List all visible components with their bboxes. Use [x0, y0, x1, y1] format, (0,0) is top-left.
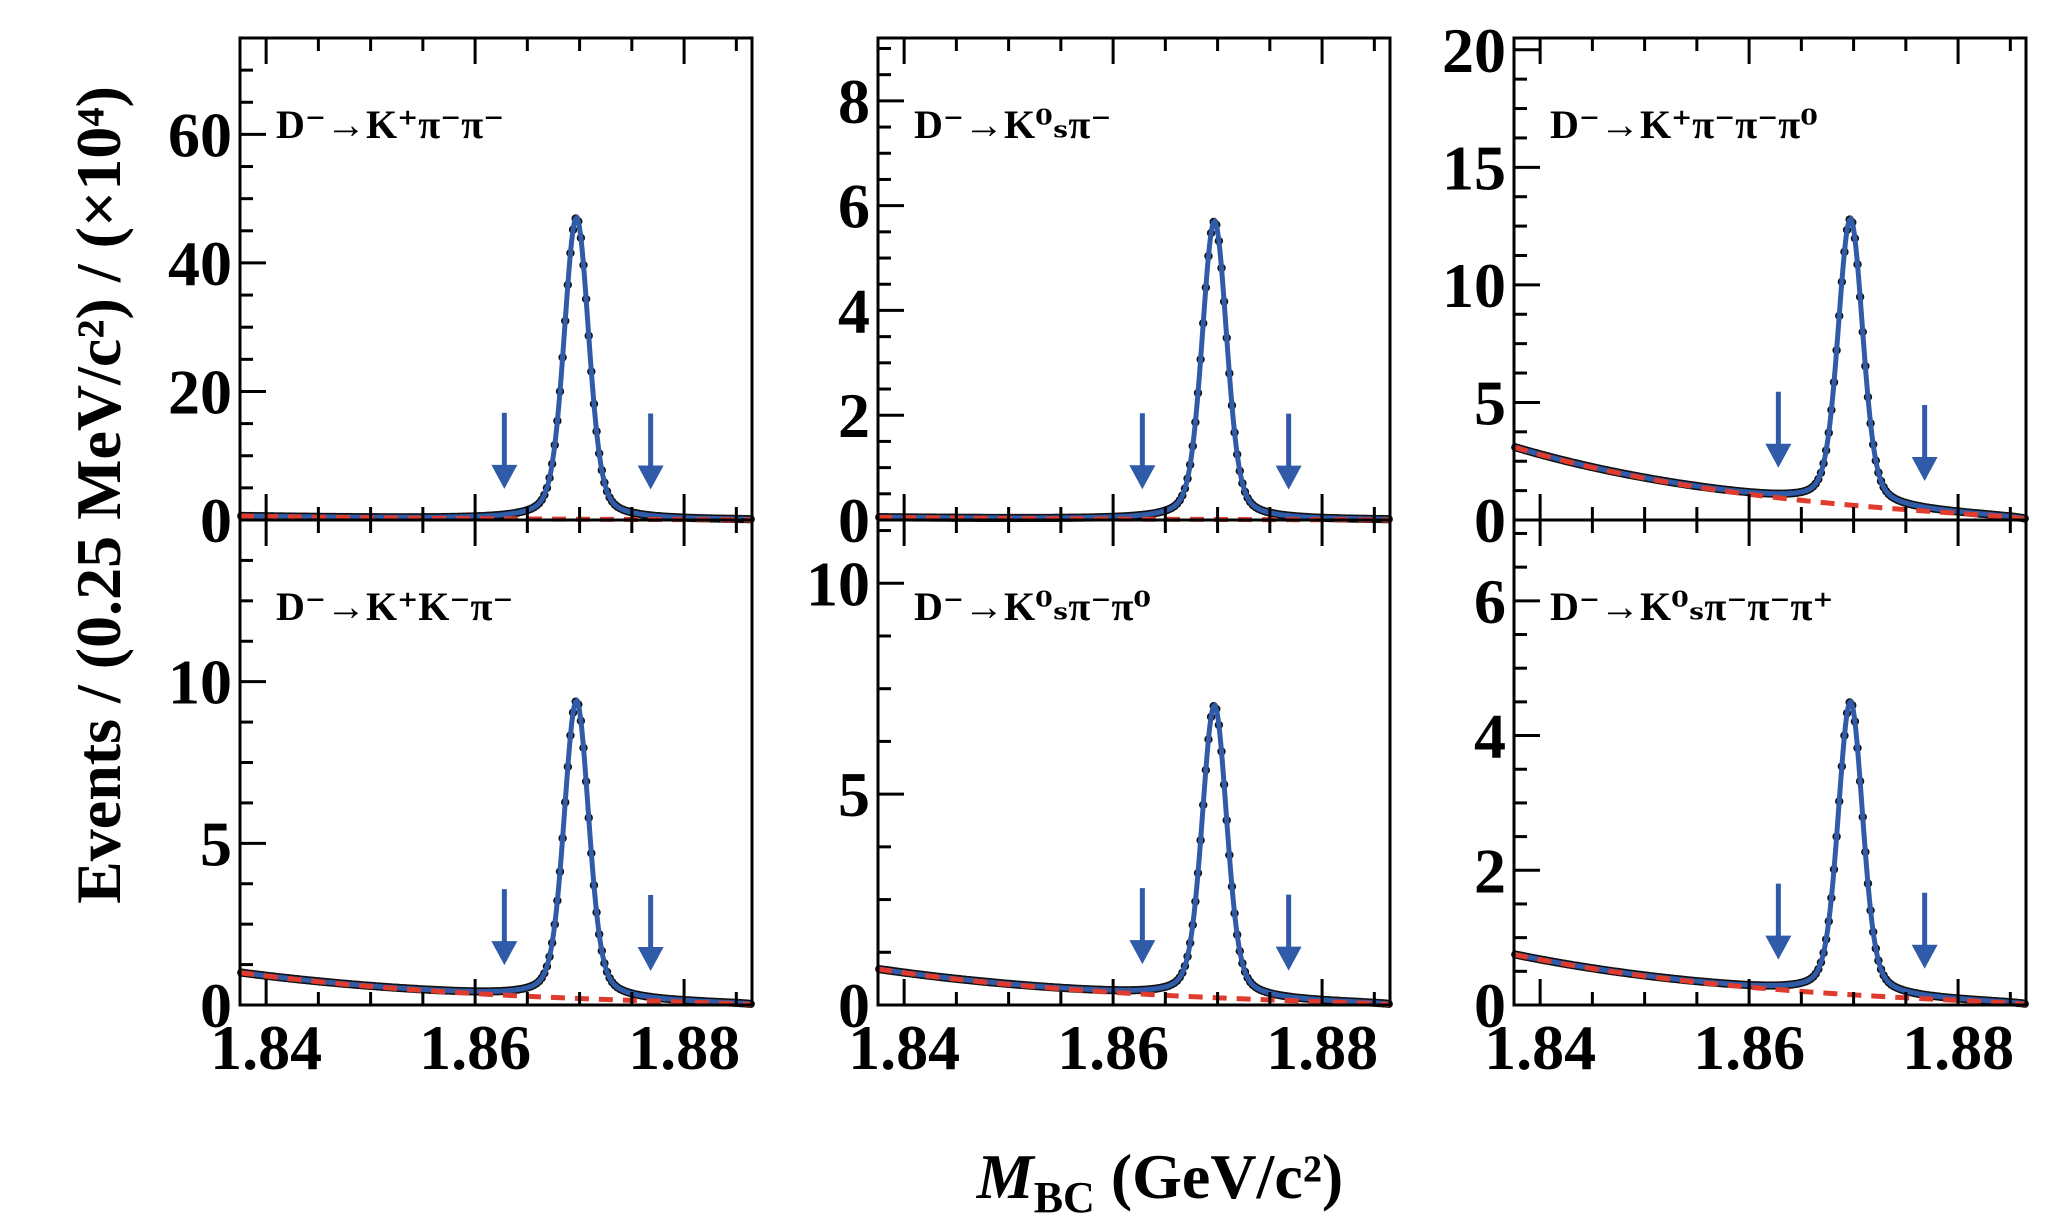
y-tick-label: 2	[838, 380, 870, 451]
y-tick-label: 4	[1474, 701, 1506, 772]
x-axis-title-main: M	[976, 1141, 1036, 1212]
signal-window-arrow	[1275, 894, 1302, 971]
total-fit-curve	[877, 701, 1391, 1007]
data-points	[1511, 698, 2029, 1008]
x-tick-label: 1.88	[1266, 1012, 1378, 1083]
y-tick-label: 10	[168, 647, 232, 718]
y-tick-label: 60	[168, 99, 232, 170]
x-tick-label: 1.86	[419, 1012, 531, 1083]
signal-window-arrow	[1765, 883, 1792, 960]
panel-6: 0 2 4 6 1.84 1.86 1.88 D⁻→K⁰ₛπ⁻π⁻π⁺	[1474, 518, 2029, 1083]
decay-mode-label: D⁻→K⁰ₛπ⁻π⁰	[914, 584, 1151, 629]
background-fit-curve	[877, 514, 1391, 523]
total-fit-curve	[877, 217, 1391, 522]
y-tick-label: 2	[1474, 835, 1506, 906]
total-fit-curve	[239, 213, 753, 522]
x-axis-title: MBC (GeV/c²)	[976, 1141, 1343, 1222]
y-tick-label: 0	[838, 970, 870, 1041]
x-tick-label: 1.84	[848, 1012, 960, 1083]
y-tick-label: 5	[1474, 367, 1506, 438]
panel-4: 0 5 10 1.84 1.86 1.88 D⁻→K⁺K⁻π⁻	[168, 518, 755, 1083]
signal-window-arrow	[637, 413, 664, 490]
y-tick-label: 20	[168, 356, 232, 427]
y-tick-label: 8	[838, 66, 870, 137]
y-tick-label: 6	[1474, 566, 1506, 637]
decay-mode-label: D⁻→K⁺π⁻π⁻π⁰	[1550, 102, 1818, 147]
x-tick-label: 1.88	[628, 1012, 740, 1083]
background-fit-curve	[239, 970, 753, 1008]
y-axis-title: Events / (0.25 MeV/c²) / (×10⁴)	[63, 86, 134, 904]
panel-1: 0 20 40 60 D⁻→K⁺π⁻π⁻	[168, 36, 755, 556]
y-tick-label: 0	[838, 485, 870, 556]
panel-frame	[1512, 518, 2028, 1007]
y-tick-label: 40	[168, 228, 232, 299]
signal-window-arrow	[1129, 413, 1156, 490]
y-tick-label: 15	[1442, 132, 1506, 203]
y-tick-label: 10	[806, 548, 870, 619]
signal-window-arrow	[1765, 391, 1792, 468]
y-tick-label: 0	[1474, 970, 1506, 1041]
x-axis-title-rest: (GeV/c²)	[1095, 1141, 1343, 1212]
signal-window-arrow	[1911, 892, 1938, 969]
y-tick-label: 4	[838, 275, 870, 346]
x-tick-label: 1.86	[1057, 1012, 1169, 1083]
panel-frame	[876, 518, 1392, 1007]
background-fit-curve	[1513, 444, 2028, 523]
y-tick-label: 6	[838, 171, 870, 242]
y-tick-label: 0	[200, 970, 232, 1041]
signal-window-arrow	[491, 889, 518, 966]
total-fit-curve	[1513, 215, 2028, 522]
y-tick-label: 0	[1474, 485, 1506, 556]
y-tick-label: 20	[1442, 15, 1506, 86]
signal-window-arrow	[1129, 888, 1156, 965]
decay-mode-label: D⁻→K⁰ₛπ⁻	[914, 102, 1111, 147]
total-fit-curve	[1513, 698, 2027, 1007]
y-tick-label: 10	[1442, 250, 1506, 321]
data-points	[237, 697, 755, 1009]
x-tick-label: 1.88	[1902, 1012, 2014, 1083]
panel-2: 0 2 4 6 8 D⁻→K⁰ₛπ⁻	[838, 36, 1393, 556]
data-points	[237, 214, 755, 524]
signal-window-arrow	[1911, 405, 1938, 482]
decay-mode-label: D⁻→K⁺π⁻π⁻	[276, 102, 504, 147]
y-tick-label: 5	[838, 759, 870, 830]
panel-3: 0 5 10 15 20 D⁻→K⁺π⁻π⁻π⁰	[1442, 15, 2029, 556]
total-fit-curve	[239, 697, 753, 1007]
x-tick-label: 1.84	[1484, 1012, 1596, 1083]
data-points	[875, 701, 1393, 1009]
decay-mode-label: D⁻→K⁺K⁻π⁻	[276, 584, 513, 629]
background-fit-curve	[239, 513, 753, 523]
x-tick-label: 1.86	[1693, 1012, 1805, 1083]
y-tick-label: 5	[200, 808, 232, 879]
x-tick-label: 1.84	[210, 1012, 322, 1083]
decay-mode-label: D⁻→K⁰ₛπ⁻π⁻π⁺	[1550, 584, 1834, 629]
panel-5: 0 5 10 1.84 1.86 1.88 D⁻→K⁰ₛπ⁻π⁰	[806, 518, 1393, 1083]
data-points	[1511, 215, 2029, 523]
signal-window-arrow	[1275, 413, 1302, 490]
signal-window-arrow	[491, 412, 518, 489]
signal-window-arrow	[637, 895, 664, 972]
x-axis-title-sub: BC	[1034, 1173, 1095, 1222]
data-points	[875, 217, 1393, 524]
y-tick-label: 0	[200, 485, 232, 556]
